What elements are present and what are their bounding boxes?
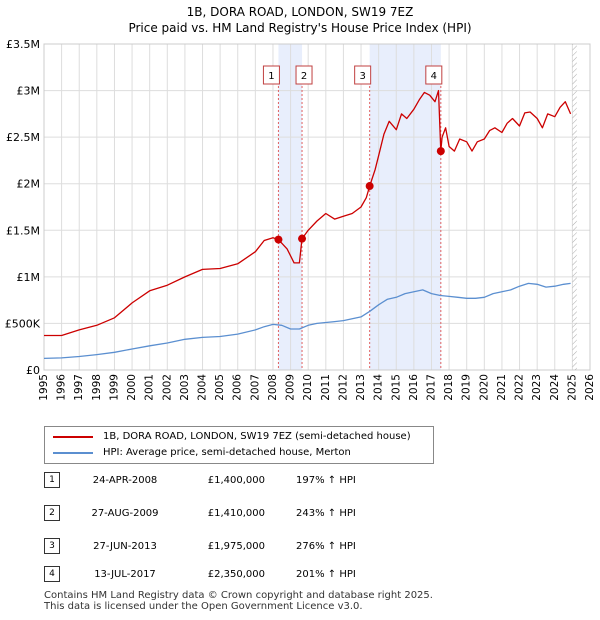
transaction-number: 4 xyxy=(44,566,60,582)
sale-label-text: 2 xyxy=(301,71,307,82)
x-tick-label: 2004 xyxy=(197,374,209,401)
sale-label-box xyxy=(295,65,313,85)
x-tick-label: 2009 xyxy=(285,374,297,401)
y-tick-label: £500K xyxy=(5,317,41,330)
x-tick-label: 1999 xyxy=(108,374,120,401)
x-tick-label: 2017 xyxy=(425,374,437,401)
x-tick-label: 2020 xyxy=(478,374,490,401)
x-tick-label: 2024 xyxy=(549,374,561,401)
x-tick-label: 1997 xyxy=(73,374,85,401)
x-tick-label: 1996 xyxy=(56,374,68,401)
transaction-hpi: 197% ↑ HPI xyxy=(296,475,356,486)
x-tick-label: 2002 xyxy=(161,374,173,401)
chart-title-line1: 1B, DORA ROAD, LONDON, SW19 7EZ xyxy=(186,5,414,19)
y-axis-ticks: £0 £500K £1M £1.5M £2M £2.5M £3M £3.5M xyxy=(5,38,41,377)
sale-label-boxes: 1 2 3 4 xyxy=(262,65,443,85)
shaded-period xyxy=(369,44,441,370)
x-tick-label: 2015 xyxy=(390,374,402,401)
sale-marker xyxy=(436,147,445,156)
transaction-hpi: 201% ↑ HPI xyxy=(296,569,356,580)
transaction-number: 1 xyxy=(44,472,60,488)
x-tick-label: 2003 xyxy=(179,374,191,401)
legend: 1B, DORA ROAD, LONDON, SW19 7EZ (semi-de… xyxy=(44,426,434,464)
transaction-price: £1,410,000 xyxy=(207,508,265,519)
y-tick-label: £0 xyxy=(26,364,40,377)
plot-frame xyxy=(43,43,591,371)
x-tick-label: 2001 xyxy=(144,374,156,401)
x-tick-label: 2021 xyxy=(496,374,508,401)
x-tick-label: 2000 xyxy=(126,374,138,401)
x-tick-label: 2023 xyxy=(531,374,543,401)
sale-vlines xyxy=(277,86,442,370)
sale-label-text: 4 xyxy=(431,71,437,82)
x-tick-label: 2016 xyxy=(408,374,420,401)
transaction-number: 2 xyxy=(44,505,60,521)
legend-property-swatch xyxy=(53,436,93,438)
shaded-periods xyxy=(278,44,441,370)
transaction-price: £2,350,000 xyxy=(207,569,265,580)
grid-lines xyxy=(43,43,591,371)
transaction-date: 27-AUG-2009 xyxy=(91,508,159,519)
x-tick-label: 2006 xyxy=(232,374,244,401)
transaction-row: 2 27-AUG-2009 £1,410,000 243% ↑ HPI xyxy=(0,505,600,523)
transaction-hpi: 243% ↑ HPI xyxy=(296,508,356,519)
x-tick-label: 2026 xyxy=(584,374,596,401)
y-tick-label: £1M xyxy=(17,271,41,284)
transaction-date: 27-JUN-2013 xyxy=(93,541,157,552)
x-tick-label: 2012 xyxy=(337,374,349,401)
transaction-date: 13-JUL-2017 xyxy=(94,569,156,580)
sale-marker xyxy=(274,235,283,244)
transaction-row: 1 24-APR-2008 £1,400,000 197% ↑ HPI xyxy=(0,472,600,490)
y-tick-label: £3M xyxy=(17,85,41,98)
y-tick-label: £2.5M xyxy=(6,131,40,144)
x-axis-ticks: 1995 1996 1997 1998 1999 2000 2001 2002 2003 2004… xyxy=(38,374,596,401)
x-tick-label: 1998 xyxy=(91,374,103,401)
property-price-line xyxy=(44,89,572,337)
footer-copyright: Contains HM Land Registry data © Crown c… xyxy=(44,590,433,601)
sale-markers xyxy=(274,147,445,244)
legend-hpi-label: HPI: Average price, semi-detached house,… xyxy=(103,447,351,458)
x-tick-label: 2018 xyxy=(443,374,455,401)
future-hatch-area xyxy=(572,44,577,370)
x-tick-label: 2022 xyxy=(514,374,526,401)
transaction-row: 4 13-JUL-2017 £2,350,000 201% ↑ HPI xyxy=(0,566,600,584)
sale-marker xyxy=(298,234,307,243)
x-tick-label: 2013 xyxy=(355,374,367,401)
transaction-number: 3 xyxy=(44,538,60,554)
legend-property-label: 1B, DORA ROAD, LONDON, SW19 7EZ (semi-de… xyxy=(103,431,411,442)
x-tick-label: 2008 xyxy=(267,374,279,401)
transaction-date: 24-APR-2008 xyxy=(92,475,158,486)
series-lines xyxy=(43,89,572,360)
legend-hpi-swatch xyxy=(53,452,93,454)
footer-licence: This data is licensed under the Open Gov… xyxy=(44,601,363,612)
y-tick-label: £2M xyxy=(17,178,41,191)
x-tick-label: 2011 xyxy=(320,374,332,401)
price-chart: 1 2 3 4 £0 £500K £1M £1.5M £2M £2.5M £3M £3.5M 199… xyxy=(5,38,596,401)
y-tick-label: £1.5M xyxy=(6,224,40,237)
transaction-price: £1,400,000 xyxy=(207,475,265,486)
x-tick-label: 2010 xyxy=(302,374,314,401)
sale-label-text: 1 xyxy=(268,71,274,82)
transaction-price: £1,975,000 xyxy=(207,541,265,552)
sale-label-text: 3 xyxy=(359,71,365,82)
transaction-row: 3 27-JUN-2013 £1,975,000 276% ↑ HPI xyxy=(0,538,600,556)
sale-label-box xyxy=(354,65,372,85)
x-tick-label: 1995 xyxy=(38,374,50,401)
sale-label-box xyxy=(262,65,280,85)
sale-label-box xyxy=(425,65,443,85)
sale-marker xyxy=(365,182,374,191)
x-tick-label: 2019 xyxy=(461,374,473,401)
future-hatch xyxy=(572,44,577,370)
x-tick-label: 2005 xyxy=(214,374,226,401)
chart-title-line2: Price paid vs. HM Land Registry's House … xyxy=(128,21,472,35)
y-tick-label: £3.5M xyxy=(6,38,40,51)
hpi-line xyxy=(43,282,571,360)
x-tick-label: 2007 xyxy=(249,374,261,401)
x-tick-label: 2025 xyxy=(566,374,578,401)
transaction-hpi: 276% ↑ HPI xyxy=(296,541,356,552)
x-tick-label: 2014 xyxy=(373,374,385,401)
